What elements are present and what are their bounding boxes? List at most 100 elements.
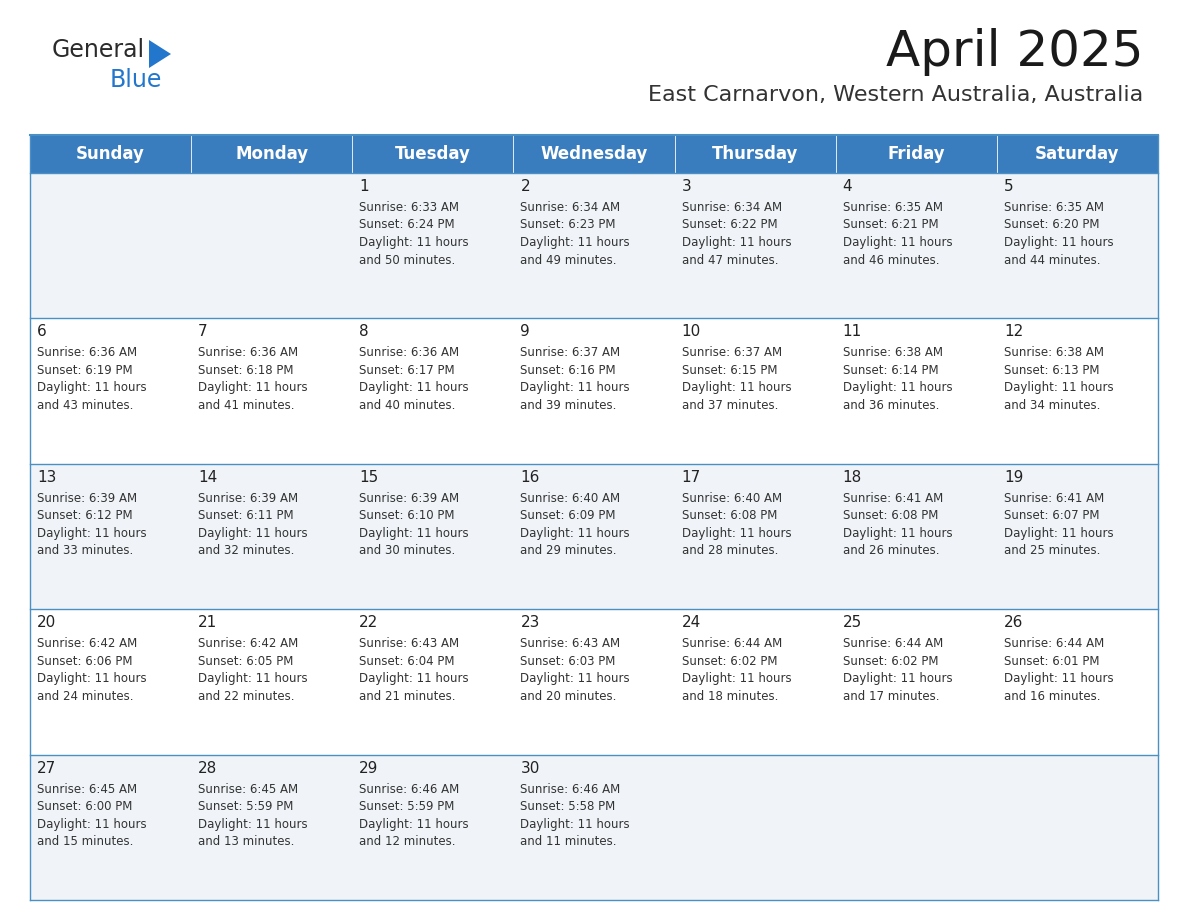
- Text: and 37 minutes.: and 37 minutes.: [682, 399, 778, 412]
- Bar: [513, 135, 675, 173]
- Text: Sunrise: 6:39 AM: Sunrise: 6:39 AM: [359, 492, 460, 505]
- Text: Daylight: 11 hours: Daylight: 11 hours: [37, 381, 146, 395]
- Text: 4: 4: [842, 179, 852, 194]
- Bar: [191, 755, 353, 900]
- Text: and 49 minutes.: and 49 minutes.: [520, 253, 617, 266]
- Text: 17: 17: [682, 470, 701, 485]
- Text: Daylight: 11 hours: Daylight: 11 hours: [198, 672, 308, 685]
- Text: General: General: [52, 38, 145, 62]
- Text: and 40 minutes.: and 40 minutes.: [359, 399, 456, 412]
- Bar: [353, 173, 513, 319]
- Bar: [997, 173, 1158, 319]
- Text: Sunrise: 6:44 AM: Sunrise: 6:44 AM: [1004, 637, 1104, 650]
- Text: Sunrise: 6:33 AM: Sunrise: 6:33 AM: [359, 201, 460, 214]
- Text: and 29 minutes.: and 29 minutes.: [520, 544, 617, 557]
- Text: 22: 22: [359, 615, 379, 630]
- Text: 2: 2: [520, 179, 530, 194]
- Text: 11: 11: [842, 324, 862, 340]
- Text: Sunrise: 6:39 AM: Sunrise: 6:39 AM: [198, 492, 298, 505]
- Text: and 28 minutes.: and 28 minutes.: [682, 544, 778, 557]
- Text: and 16 minutes.: and 16 minutes.: [1004, 689, 1100, 702]
- Text: Sunset: 6:09 PM: Sunset: 6:09 PM: [520, 509, 615, 522]
- Text: 24: 24: [682, 615, 701, 630]
- Text: April 2025: April 2025: [885, 28, 1143, 76]
- Text: 20: 20: [37, 615, 56, 630]
- Text: Sunrise: 6:44 AM: Sunrise: 6:44 AM: [682, 637, 782, 650]
- Text: Sunset: 6:01 PM: Sunset: 6:01 PM: [1004, 655, 1099, 667]
- Text: 29: 29: [359, 761, 379, 776]
- Text: Sunset: 6:11 PM: Sunset: 6:11 PM: [198, 509, 293, 522]
- Text: Daylight: 11 hours: Daylight: 11 hours: [520, 236, 630, 249]
- Text: Tuesday: Tuesday: [394, 145, 470, 163]
- Text: Monday: Monday: [235, 145, 308, 163]
- Text: Sunset: 6:19 PM: Sunset: 6:19 PM: [37, 364, 133, 377]
- Bar: [835, 610, 997, 755]
- Text: Sunset: 6:02 PM: Sunset: 6:02 PM: [842, 655, 939, 667]
- Text: 1: 1: [359, 179, 369, 194]
- Text: Sunrise: 6:42 AM: Sunrise: 6:42 AM: [37, 637, 138, 650]
- Text: Sunrise: 6:46 AM: Sunrise: 6:46 AM: [520, 783, 620, 796]
- Text: 8: 8: [359, 324, 369, 340]
- Text: Daylight: 11 hours: Daylight: 11 hours: [198, 818, 308, 831]
- Text: East Carnarvon, Western Australia, Australia: East Carnarvon, Western Australia, Austr…: [647, 85, 1143, 105]
- Text: and 21 minutes.: and 21 minutes.: [359, 689, 456, 702]
- Bar: [675, 610, 835, 755]
- Text: and 18 minutes.: and 18 minutes.: [682, 689, 778, 702]
- Text: 26: 26: [1004, 615, 1023, 630]
- Text: Sunset: 5:59 PM: Sunset: 5:59 PM: [359, 800, 455, 813]
- Text: Sunset: 6:00 PM: Sunset: 6:00 PM: [37, 800, 132, 813]
- Text: and 26 minutes.: and 26 minutes.: [842, 544, 940, 557]
- Text: Daylight: 11 hours: Daylight: 11 hours: [359, 818, 469, 831]
- Text: Sunset: 6:03 PM: Sunset: 6:03 PM: [520, 655, 615, 667]
- Bar: [353, 755, 513, 900]
- Bar: [997, 319, 1158, 464]
- Bar: [191, 610, 353, 755]
- Bar: [997, 135, 1158, 173]
- Text: and 15 minutes.: and 15 minutes.: [37, 835, 133, 848]
- Text: Sunset: 5:58 PM: Sunset: 5:58 PM: [520, 800, 615, 813]
- Text: Wednesday: Wednesday: [541, 145, 647, 163]
- Text: and 34 minutes.: and 34 minutes.: [1004, 399, 1100, 412]
- Text: and 43 minutes.: and 43 minutes.: [37, 399, 133, 412]
- Bar: [997, 610, 1158, 755]
- Bar: [353, 610, 513, 755]
- Text: Sunset: 6:08 PM: Sunset: 6:08 PM: [842, 509, 939, 522]
- Text: Sunrise: 6:36 AM: Sunrise: 6:36 AM: [198, 346, 298, 360]
- Text: and 22 minutes.: and 22 minutes.: [198, 689, 295, 702]
- Text: Sunset: 6:22 PM: Sunset: 6:22 PM: [682, 218, 777, 231]
- Bar: [513, 173, 675, 319]
- Text: Sunset: 6:06 PM: Sunset: 6:06 PM: [37, 655, 133, 667]
- Text: 13: 13: [37, 470, 56, 485]
- Bar: [675, 135, 835, 173]
- Text: Sunrise: 6:41 AM: Sunrise: 6:41 AM: [842, 492, 943, 505]
- Text: and 30 minutes.: and 30 minutes.: [359, 544, 455, 557]
- Text: Daylight: 11 hours: Daylight: 11 hours: [37, 527, 146, 540]
- Text: Sunrise: 6:36 AM: Sunrise: 6:36 AM: [359, 346, 460, 360]
- Text: Sunset: 6:08 PM: Sunset: 6:08 PM: [682, 509, 777, 522]
- Text: 7: 7: [198, 324, 208, 340]
- Text: Daylight: 11 hours: Daylight: 11 hours: [198, 381, 308, 395]
- Text: Sunrise: 6:44 AM: Sunrise: 6:44 AM: [842, 637, 943, 650]
- Bar: [30, 464, 191, 610]
- Text: Daylight: 11 hours: Daylight: 11 hours: [682, 381, 791, 395]
- Bar: [513, 319, 675, 464]
- Text: and 12 minutes.: and 12 minutes.: [359, 835, 456, 848]
- Bar: [30, 610, 191, 755]
- Text: Daylight: 11 hours: Daylight: 11 hours: [520, 818, 630, 831]
- Bar: [997, 464, 1158, 610]
- Text: Daylight: 11 hours: Daylight: 11 hours: [682, 672, 791, 685]
- Text: Sunrise: 6:34 AM: Sunrise: 6:34 AM: [682, 201, 782, 214]
- Text: 12: 12: [1004, 324, 1023, 340]
- Bar: [353, 464, 513, 610]
- Bar: [675, 464, 835, 610]
- Text: Sunrise: 6:34 AM: Sunrise: 6:34 AM: [520, 201, 620, 214]
- Text: Daylight: 11 hours: Daylight: 11 hours: [359, 527, 469, 540]
- Text: Daylight: 11 hours: Daylight: 11 hours: [520, 527, 630, 540]
- Text: Sunset: 6:14 PM: Sunset: 6:14 PM: [842, 364, 939, 377]
- Text: and 44 minutes.: and 44 minutes.: [1004, 253, 1100, 266]
- Text: Sunset: 6:16 PM: Sunset: 6:16 PM: [520, 364, 617, 377]
- Bar: [675, 173, 835, 319]
- Text: and 20 minutes.: and 20 minutes.: [520, 689, 617, 702]
- Bar: [513, 755, 675, 900]
- Text: Sunset: 6:21 PM: Sunset: 6:21 PM: [842, 218, 939, 231]
